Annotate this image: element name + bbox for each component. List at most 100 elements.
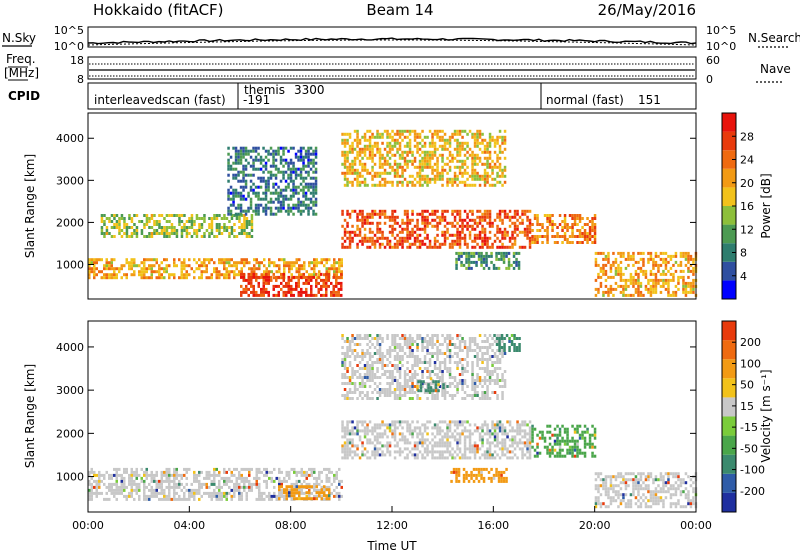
velocity-colorbar-tick-1: 200 — [740, 336, 761, 349]
freq-left-tick-bottom: 8 — [77, 73, 84, 86]
velocity-colorbar-label: Velocity [m s⁻¹] — [759, 369, 773, 462]
power-heatmap — [88, 130, 697, 297]
date-title: 26/May/2016 — [598, 1, 696, 19]
cpid-mode-2-id: 3300 — [294, 83, 325, 97]
freq-label-2: [MHz] — [4, 66, 39, 80]
freq-right-tick-top: 60 — [706, 54, 720, 67]
power-colorbar-swatch-4 — [722, 225, 736, 244]
velocity-colorbar-swatch-10 — [722, 321, 736, 340]
velocity-colorbar-tick-3: 50 — [740, 379, 754, 392]
noise-left-tick-top: 10^5 — [54, 24, 84, 37]
power-colorbar-label: Power [dB] — [759, 173, 773, 238]
time-x-axis: 00:00 04:00 08:00 12:00 16:00 20:00 00:00 — [72, 506, 712, 532]
velocity-colorbar-swatch-6 — [722, 397, 736, 416]
power-colorbar-swatch-2 — [722, 262, 736, 281]
power-colorbar-swatch-10 — [722, 113, 736, 132]
time-tick-label-6: 20:00 — [579, 519, 611, 532]
time-tick-label-2: 04:00 — [173, 519, 205, 532]
cpid-mode-3-id: 151 — [638, 93, 661, 107]
velocity-region-1 — [88, 468, 343, 501]
velocity-region-4 — [531, 425, 596, 458]
power-colorbar-tick-3: 12 — [740, 223, 754, 236]
power-colorbar-tick-1: 4 — [740, 270, 747, 283]
power-colorbar-swatch-7 — [722, 169, 736, 188]
power-region-4 — [341, 210, 531, 249]
noise-left-tick-bottom: 10^0 — [54, 40, 84, 53]
velocity-region-5 — [595, 472, 698, 508]
noise-panel: N.Sky 10^5 10^0 10^5 10^0 N.Search — [2, 24, 800, 53]
velocity-ytick-label-3: 3000 — [56, 384, 84, 397]
power-ytick-label-3: 3000 — [56, 174, 84, 187]
power-colorbar-swatch-9 — [722, 132, 736, 151]
velocity-colorbar-tick-7: -100 — [740, 464, 765, 477]
power-colorbar-swatch-6 — [722, 187, 736, 206]
power-ytick-label-4: 4000 — [56, 132, 84, 145]
power-colorbar-tick-2: 8 — [740, 247, 747, 260]
power-colorbar-swatch-1 — [722, 280, 736, 299]
time-tick-label-7: 00:00 — [680, 519, 712, 532]
velocity-colorbar-swatch-2 — [722, 474, 736, 493]
velocity-ylabel: Slant Range [km] — [23, 364, 37, 468]
beam-title: Beam 14 — [366, 1, 433, 19]
frequency-panel: Freq. [MHz] 18 8 60 0 Nave — [4, 52, 791, 86]
power-colorbar-tick-5: 20 — [740, 177, 754, 190]
velocity-region-2 — [341, 420, 531, 459]
cpid-mode-3-name: normal (fast) — [546, 93, 624, 107]
velocity-colorbar-tick-8: -200 — [740, 485, 765, 498]
power-ytick-label-1: 1000 — [56, 258, 84, 271]
velocity-colorbar-swatch-8 — [722, 359, 736, 378]
velocity-colorbar-swatch-1 — [722, 493, 736, 512]
noise-right-label: N.Search — [748, 31, 800, 45]
power-region-6 — [531, 214, 596, 244]
nave-label: Nave — [760, 62, 791, 76]
power-colorbar-tick-6: 24 — [740, 154, 754, 167]
power-ytick-label-2: 2000 — [56, 216, 84, 229]
velocity-heatmap — [88, 334, 697, 508]
velocity-ytick-label-2: 2000 — [56, 427, 84, 440]
power-region-5 — [341, 130, 506, 187]
power-region-8 — [227, 147, 317, 216]
time-tick-label-5: 16:00 — [477, 519, 509, 532]
cpid-panel: CPID interleavedscan (fast) -191 themis … — [8, 83, 696, 109]
velocity-colorbar-swatch-4 — [722, 436, 736, 455]
power-region-3 — [101, 214, 254, 238]
velocity-region-7 — [450, 468, 508, 483]
power-ylabel: Slant Range [km] — [23, 154, 37, 258]
freq-label-1: Freq. — [6, 52, 36, 66]
cpid-label: CPID — [8, 89, 40, 103]
velocity-region-3 — [341, 334, 506, 400]
power-colorbar-tick-7: 28 — [740, 130, 754, 143]
noise-left-label: N.Sky — [2, 31, 36, 45]
velocity-colorbar-tick-6: -50 — [740, 442, 758, 455]
velocity-colorbar-swatch-9 — [722, 340, 736, 359]
cpid-mode-2-name: themis — [244, 83, 285, 97]
noise-right-tick-bottom: 10^0 — [706, 40, 736, 53]
velocity-colorbar-tick-2: 100 — [740, 357, 761, 370]
noise-right-tick-top: 10^5 — [706, 24, 736, 37]
velocity-colorbar-tick-4: 15 — [740, 400, 754, 413]
freq-right-tick-bottom: 0 — [706, 73, 713, 86]
station-title: Hokkaido (fitACF) — [93, 1, 224, 19]
time-xlabel: Time UT — [366, 539, 417, 553]
power-y-axis: 1000 2000 3000 4000 — [56, 132, 696, 271]
velocity-colorbar-swatch-5 — [722, 417, 736, 436]
power-colorbar: 4 8 12 16 20 24 28 — [722, 113, 754, 299]
power-panel: 1000 2000 3000 4000 Slant Range [km] 4 8 12 16… — [23, 113, 773, 299]
velocity-colorbar-tick-5: -15 — [740, 421, 758, 434]
time-tick-label-4: 12:00 — [376, 519, 408, 532]
time-tick-label-1: 00:00 — [72, 519, 104, 532]
time-tick-label-3: 08:00 — [275, 519, 307, 532]
velocity-colorbar-swatch-7 — [722, 378, 736, 397]
power-region-7 — [595, 252, 698, 297]
power-region-9 — [455, 252, 520, 270]
power-colorbar-tick-4: 16 — [740, 200, 754, 213]
cpid-mode-1-name: interleavedscan (fast) — [94, 93, 226, 107]
velocity-colorbar-swatch-3 — [722, 455, 736, 474]
velocity-ytick-label-4: 4000 — [56, 341, 84, 354]
velocity-ytick-label-1: 1000 — [56, 471, 84, 484]
power-colorbar-swatch-5 — [722, 206, 736, 225]
freq-left-tick-top: 18 — [70, 54, 84, 67]
